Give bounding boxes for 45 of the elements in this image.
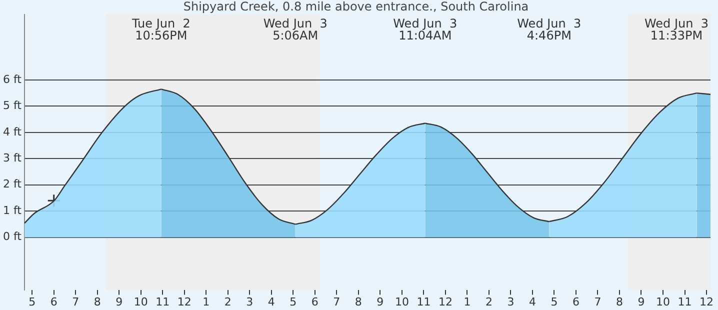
x-tick-label: 6 [572, 295, 580, 308]
y-tick-label: 4 ft [2, 125, 22, 138]
x-tick-label: 5 [290, 295, 297, 308]
x-tick-label: 8 [94, 295, 101, 308]
x-tick-label: 4 [528, 295, 536, 308]
x-tick-label: 9 [638, 295, 645, 308]
x-tick-label: 1 [464, 295, 471, 308]
x-tick-label: 12 [177, 295, 192, 308]
x-tick-label: 7 [333, 295, 340, 308]
y-tick-label: 0 ft [2, 230, 22, 244]
x-tick-label: 2 [224, 295, 232, 308]
x-tick-label: 12 [700, 295, 714, 308]
x-tick-label: 1 [202, 295, 210, 308]
x-tick-label: 3 [507, 295, 514, 308]
annotation: Tue Jun 2 10:56PM [131, 16, 190, 43]
x-tick-label: 3 [246, 295, 254, 308]
x-tick-label: 12 [438, 295, 452, 308]
x-tick-label: 2 [485, 295, 492, 308]
x-tick-label: 9 [116, 295, 123, 308]
x-tick-label: 8 [354, 295, 362, 308]
annotation: Wed Jun 3 4:46PM [517, 16, 582, 43]
annotation: Wed Jun 3 5:06AM [263, 16, 328, 43]
x-tick-label: 11 [678, 295, 692, 308]
x-tick-label: 10 [134, 295, 148, 308]
x-tick-label: 5 [550, 295, 558, 308]
y-tick-label: 6 ft [2, 72, 22, 86]
x-tick-label: 4 [268, 295, 275, 308]
x-tick-label: 11 [156, 295, 170, 308]
y-tick-label: 3 ft [2, 152, 22, 165]
chart-title: Shipyard Creek, 0.8 mile above entrance., South Carolina [183, 0, 529, 14]
x-tick-label: 7 [72, 295, 80, 308]
x-tick-label: 6 [311, 295, 318, 308]
x-tick-label: 7 [594, 295, 602, 308]
x-tick-label: 10 [656, 295, 670, 308]
x-tick-label: 5 [28, 295, 36, 308]
x-tick-label: 11 [416, 295, 431, 308]
annotation: Wed Jun 3 11:33PM [644, 16, 709, 43]
x-tick-label: 10 [394, 295, 409, 308]
x-tick-label: 9 [376, 295, 384, 308]
y-tick-label: 2 ft [2, 178, 22, 191]
annotation: Wed Jun 3 11:04AM [393, 16, 458, 43]
y-tick-label: 5 ft [2, 99, 22, 112]
y-tick-label: 1 ft [2, 204, 22, 217]
x-tick-label: 6 [50, 295, 58, 308]
x-tick-label: 8 [616, 295, 623, 308]
